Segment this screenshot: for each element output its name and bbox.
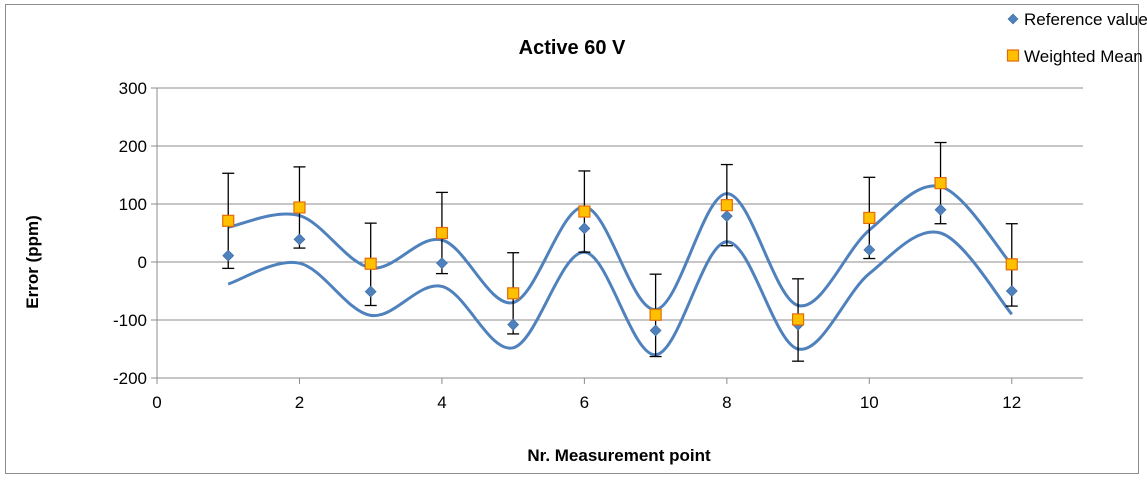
x-tick-label: 8 — [722, 393, 731, 412]
weighted-mean-point — [507, 287, 520, 300]
weighted-mean-point — [934, 177, 947, 190]
weighted-mean-point — [791, 313, 805, 326]
axis-layer: -200 -100 0 100 200 300 0 2 4 6 8 10 12 — [113, 79, 1083, 412]
weighted-mean-point — [1005, 258, 1018, 271]
chart-title: Active 60 V — [519, 37, 626, 59]
x-tick-label: 10 — [860, 393, 879, 412]
reference-point — [364, 285, 377, 298]
reference-point — [293, 233, 306, 246]
legend: Reference value (PTB) Weighted Mean EIM — [1006, 10, 1147, 66]
reference-point — [222, 249, 235, 262]
y-tick-label: -200 — [113, 369, 147, 388]
reference-point — [934, 203, 947, 216]
x-tick-label: 2 — [295, 393, 304, 412]
x-tick-label: 0 — [152, 393, 161, 412]
fit-curve-lower — [227, 230, 1013, 357]
weighted-mean-point — [293, 201, 306, 214]
weighted-mean-point — [578, 205, 591, 218]
weighted-mean-point — [435, 226, 449, 240]
y-tick-label: 300 — [119, 79, 147, 98]
weighted-mean-point — [649, 308, 662, 321]
y-tick-label: 0 — [138, 253, 147, 272]
reference-point — [649, 324, 662, 337]
reference-point — [507, 318, 520, 331]
y-tick-label: 200 — [119, 137, 147, 156]
weighted-mean-point — [364, 257, 377, 270]
legend-item-weighted-mean: Weighted Mean EIM — [1006, 47, 1147, 66]
y-tick-label: -100 — [113, 311, 147, 330]
reference-point — [720, 210, 733, 223]
reference-point — [863, 243, 876, 256]
x-tick-label: 6 — [580, 393, 589, 412]
reference-point — [435, 257, 448, 270]
curve-layer — [227, 184, 1013, 357]
x-tick-label: 12 — [1002, 393, 1021, 412]
reference-point — [578, 222, 591, 235]
x-tick-label: 4 — [437, 393, 446, 412]
square-icon — [1006, 49, 1020, 62]
weighted-mean-point — [863, 211, 876, 225]
legend-label-weighted-mean: Weighted Mean EIM — [1024, 47, 1147, 66]
diamond-icon — [1007, 13, 1019, 25]
y-tick-label: 100 — [119, 195, 147, 214]
weighted-mean-point — [720, 199, 733, 212]
legend-item-reference: Reference value (PTB) — [1007, 10, 1147, 29]
weighted-mean-point — [222, 214, 235, 227]
reference-point — [1005, 285, 1018, 297]
x-axis-title: Nr. Measurement point — [527, 446, 711, 465]
marker-layer — [222, 177, 1018, 337]
error-bar-layer — [222, 141, 1018, 362]
legend-label-reference: Reference value (PTB) — [1024, 10, 1147, 29]
y-axis-title: Error (ppm) — [23, 215, 42, 309]
